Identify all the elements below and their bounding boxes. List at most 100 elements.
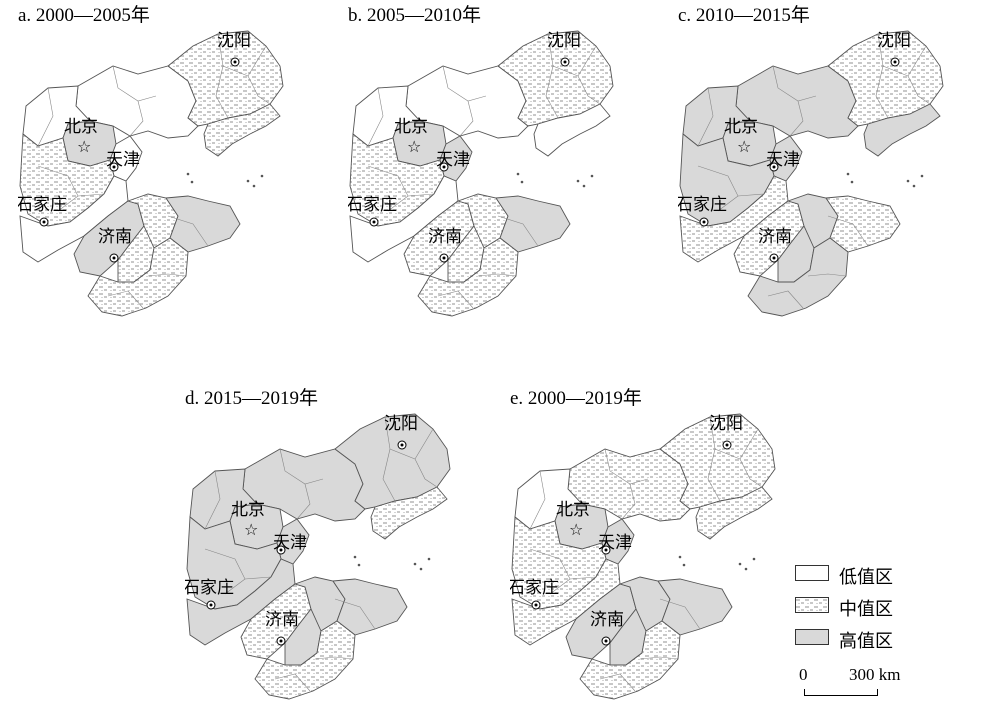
map-panel-c: c. 2010—2015年 沈阳 ☆ 北京 天津 石家庄 济南	[678, 0, 988, 335]
district-boundary	[314, 656, 354, 660]
capital-star-icon: ☆	[77, 137, 91, 156]
island-dot	[682, 563, 686, 567]
district-boundary	[77, 193, 105, 197]
district-boundary	[247, 75, 271, 105]
map-panel-a: a. 2000—2005年 沈阳 ☆ 北京 天津 石家庄 济南	[18, 0, 328, 335]
island-dot	[246, 179, 250, 183]
region-hebei-s	[511, 558, 621, 646]
city-marker-dot	[42, 220, 46, 224]
island-dot	[190, 180, 194, 184]
island-dot	[912, 184, 916, 188]
island-dot	[520, 180, 524, 184]
district-boundary	[442, 65, 487, 102]
district-boundary	[907, 75, 931, 105]
district-boundary	[274, 673, 311, 692]
district-boundary	[382, 448, 396, 502]
scale-distance: 300 km	[849, 665, 901, 684]
district-boundary	[547, 33, 597, 77]
region-hebei-s	[349, 175, 459, 263]
city-label-shenyang: 沈阳	[709, 414, 743, 434]
city-label-shijiazhuang: 石家庄	[510, 578, 559, 598]
region-shandong-e	[657, 578, 733, 636]
district-boundary	[569, 576, 597, 580]
panel-title-c: c. 2010—2015年	[678, 5, 810, 26]
region-shandong-s	[87, 237, 189, 317]
region-shandong-s	[579, 620, 681, 700]
city-marker-dot	[563, 60, 567, 64]
legend-swatch-low	[795, 565, 829, 581]
district-boundary	[147, 273, 187, 277]
island-dot	[353, 555, 357, 559]
capital-star-icon: ☆	[407, 137, 421, 156]
district-boundary	[107, 290, 144, 309]
capital-star-icon: ☆	[244, 520, 258, 539]
region-hebei-s	[679, 175, 789, 263]
city-label-jinan: 济南	[98, 227, 132, 247]
district-boundary	[604, 448, 649, 485]
island-dot	[906, 179, 910, 183]
island-dot	[678, 555, 682, 559]
city-label-tianjin: 天津	[106, 150, 140, 170]
city-label-beijing: 北京	[556, 500, 590, 520]
district-boundary	[807, 273, 847, 277]
island-dot	[419, 567, 423, 571]
district-boundary	[477, 273, 517, 277]
city-label-tianjin: 天津	[273, 533, 307, 553]
city-marker-dot	[725, 443, 729, 447]
district-boundary	[296, 483, 311, 520]
city-marker-dot	[534, 603, 538, 607]
district-boundary	[204, 470, 221, 530]
city-marker-dot	[604, 548, 608, 552]
island-dot	[850, 180, 854, 184]
city-label-shenyang: 沈阳	[217, 31, 251, 51]
city-label-shenyang: 沈阳	[547, 31, 581, 51]
island-dot	[738, 562, 742, 566]
map-panel-e: e. 2000—2019年 沈阳 ☆ 北京 天津 石家庄 济南	[510, 383, 820, 718]
city-marker-dot	[400, 443, 404, 447]
district-boundary	[639, 656, 679, 660]
region-shandong-e	[495, 195, 571, 253]
island-dot	[413, 562, 417, 566]
capital-star-icon: ☆	[737, 137, 751, 156]
city-marker-dot	[604, 639, 608, 643]
legend-swatch-high	[795, 629, 829, 645]
city-label-jinan: 济南	[265, 610, 299, 630]
region-liaodong	[863, 103, 941, 157]
map-panel-b: b. 2005—2010年 沈阳 ☆ 北京 天津 石家庄 济南	[348, 0, 658, 335]
city-label-shenyang: 沈阳	[877, 31, 911, 51]
city-label-shijiazhuang: 石家庄	[348, 195, 397, 215]
region-liaodong	[695, 486, 773, 540]
city-marker-dot	[893, 60, 897, 64]
district-boundary	[529, 548, 571, 595]
district-boundary	[367, 165, 409, 212]
island-dot	[260, 174, 264, 178]
island-dot	[186, 172, 190, 176]
city-marker-dot	[112, 165, 116, 169]
city-marker-dot	[772, 256, 776, 260]
region-hebei-s	[186, 558, 296, 646]
district-boundary	[707, 448, 721, 502]
island-dot	[516, 172, 520, 176]
region-liaodong	[203, 103, 281, 157]
district-boundary	[204, 548, 246, 595]
district-boundary	[737, 193, 765, 197]
district-boundary	[367, 87, 384, 147]
region-shandong-s	[417, 237, 519, 317]
island-dot	[252, 184, 256, 188]
panel-title-a: a. 2000—2005年	[18, 5, 150, 26]
city-label-tianjin: 天津	[766, 150, 800, 170]
district-boundary	[697, 165, 739, 212]
district-boundary	[529, 470, 546, 530]
city-label-tianjin: 天津	[598, 533, 632, 553]
district-boundary	[545, 65, 559, 119]
scale-bar-line	[804, 689, 878, 696]
district-boundary	[577, 75, 601, 105]
district-boundary	[384, 416, 434, 460]
district-boundary	[112, 65, 157, 102]
city-label-beijing: 北京	[394, 117, 428, 137]
city-label-shijiazhuang: 石家庄	[185, 578, 234, 598]
legend-item-low: 低值区	[795, 563, 965, 588]
city-marker-dot	[233, 60, 237, 64]
legend-item-mid: 中值区	[795, 595, 965, 620]
